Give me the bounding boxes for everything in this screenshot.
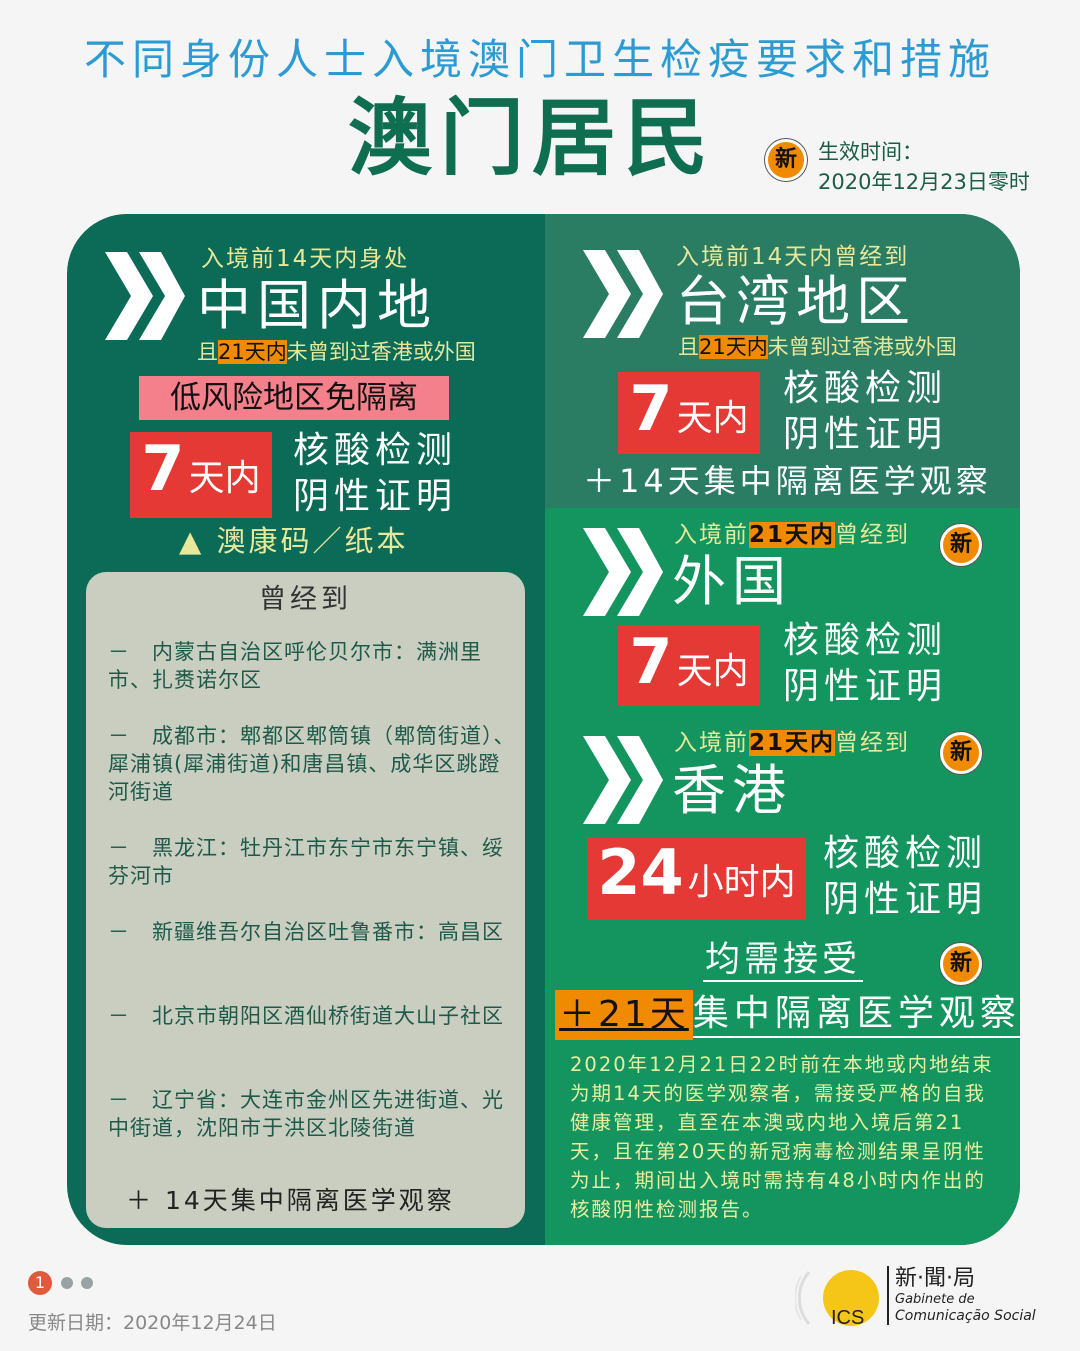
logo-chinese: 新·聞·局: [895, 1266, 975, 1291]
negative-proof-label: 阴性证明: [293, 476, 458, 517]
visited-areas-box: 曾经到 － 内蒙古自治区呼伦贝尔市：满洲里市、扎赉诺尔区 － 成都市：郫都区郫筒…: [86, 572, 525, 1228]
days-box: 7 天内: [130, 432, 272, 518]
mainland-pre: 入境前14天内身处: [201, 246, 410, 272]
low-risk-banner: 低风险地区免隔离: [139, 376, 449, 420]
new-badge: 新: [940, 943, 982, 985]
chevron-icon: [583, 736, 663, 824]
days-box: 7 天内: [618, 625, 760, 706]
page-indicator-active[interactable]: 1: [28, 1271, 52, 1295]
effective-label: 生效时间：: [818, 140, 923, 164]
new-badge: 新: [940, 732, 982, 774]
mainland-place: 中国内地: [197, 274, 437, 337]
mainland-condition: 且21天内未曾到过香港或外国: [197, 340, 476, 364]
health-code-note: ▲ 澳康码／纸本: [179, 524, 409, 558]
list-item: － 北京市朝阳区酒仙桥街道大山子社区: [108, 1004, 504, 1028]
quarantine-note: ＋ 14天集中隔离医学观察: [126, 1186, 455, 1215]
list-item: － 内蒙古自治区呼伦贝尔市：满洲里市、扎赉诺尔区: [108, 640, 482, 692]
svg-text:ICS: ICS: [831, 1307, 864, 1329]
page-title: 澳门居民: [348, 89, 717, 187]
page-indicator-dot[interactable]: [61, 1277, 73, 1289]
list-item: － 黑龙江：牡丹江市东宁市东宁镇、绥芬河市: [108, 836, 504, 888]
update-date: 更新日期：2020年12月24日: [28, 1312, 277, 1334]
visited-title: 曾经到: [259, 584, 352, 615]
taiwan-condition: 且21天内未曾到过香港或外国: [678, 335, 957, 359]
foreign-pre: 入境前21天内曾经到: [674, 522, 911, 548]
test-label: 核酸检测: [783, 368, 948, 409]
hongkong-place: 香港: [672, 759, 792, 822]
taiwan-section: [545, 214, 1020, 508]
quarantine-note: ＋14天集中隔离医学观察: [583, 462, 992, 500]
gcs-logo: ICS 新·聞·局 Gabinete de Comunicação Social: [794, 1262, 1065, 1334]
list-item: － 辽宁省：大连市金州区先进街道、光中街道，沈阳市于洪区北陵街道: [108, 1088, 504, 1140]
taiwan-place: 台湾地区: [676, 270, 916, 333]
test-label: 核酸检测: [823, 833, 988, 874]
negative-proof-label: 阴性证明: [823, 879, 988, 920]
list-item: － 新疆维吾尔自治区吐鲁番市：高昌区: [108, 920, 504, 944]
hongkong-pre: 入境前21天内曾经到: [674, 730, 911, 756]
hours-box: 24 小时内: [587, 838, 806, 920]
list-item: － 成都市：郫都区郫筒镇（郫筒街道）、犀浦镇(犀浦街道)和唐昌镇、成华区跳蹬河街…: [108, 724, 516, 804]
negative-proof-label: 阴性证明: [783, 666, 948, 707]
new-badge: 新: [940, 524, 982, 566]
quarantine-21-label: ＋21天 集中隔离医学观察: [555, 990, 1020, 1040]
page-indicator-dot[interactable]: [81, 1277, 93, 1289]
logo-pt-1: Gabinete de: [895, 1292, 975, 1307]
chevron-icon: [583, 250, 663, 338]
negative-proof-label: 阴性证明: [783, 414, 948, 455]
taiwan-pre: 入境前14天内曾经到: [676, 244, 910, 270]
logo-pt-2: Comunicação Social: [895, 1308, 1036, 1324]
test-label: 核酸检测: [783, 620, 948, 661]
test-label: 核酸检测: [293, 430, 458, 471]
chevron-icon: [583, 528, 663, 616]
info-panel: 入境前14天内身处 中国内地 且21天内未曾到过香港或外国 低风险地区免隔离 7…: [67, 214, 1020, 1245]
chevron-icon: [105, 252, 185, 340]
subtitle: 不同身份人士入境澳门卫生检疫要求和措施: [83, 35, 996, 84]
new-badge: 新: [765, 139, 807, 181]
note-paragraph: 2020年12月21日22时前在本地或内地结束为期14天的医学观察者，需接受严格…: [570, 1053, 994, 1221]
foreign-place: 外国: [672, 550, 792, 613]
must-accept-label: 均需接受: [703, 940, 864, 982]
effective-date: 2020年12月23日零时: [818, 170, 1030, 194]
gcs-logo-mark: ICS: [794, 1270, 879, 1329]
days-box: 7 天内: [618, 372, 760, 454]
